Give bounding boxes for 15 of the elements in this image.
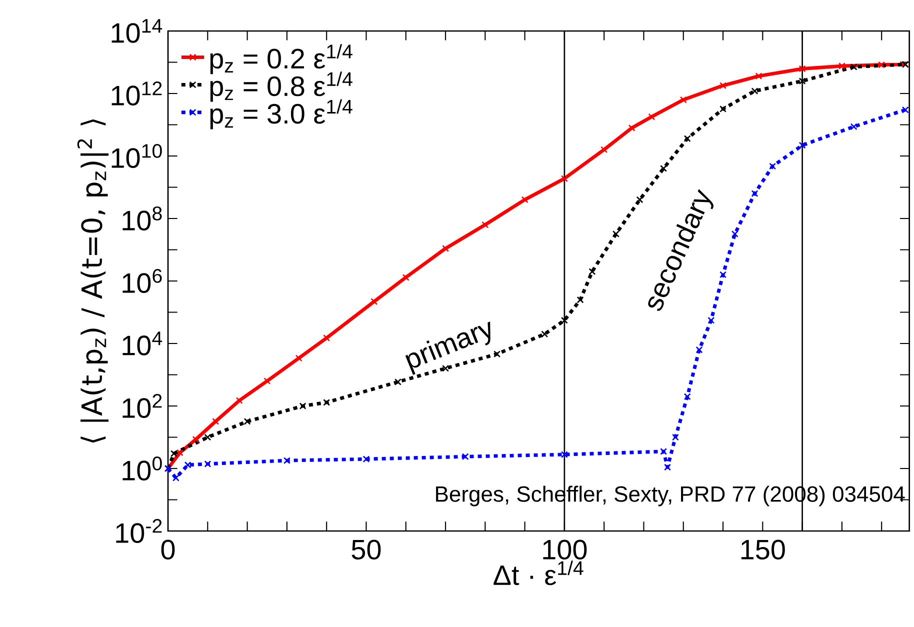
y-tick-label: 10$^{4}$ <box>122 332 162 356</box>
y-tick-label: 10$^{0}$ <box>122 456 162 480</box>
y-tick-label: 10$^{6}$ <box>122 269 162 293</box>
y-tick-label: 10$^{14}$ <box>112 19 162 43</box>
x-tick-label: 100 <box>543 540 587 560</box>
x-axis-title: Δt · ε$^{1/4}$ <box>494 560 584 586</box>
x-tick-label: 0 <box>161 540 175 560</box>
x-tick-label: 50 <box>352 540 381 560</box>
y-tick-label: 10$^{12}$ <box>112 82 162 106</box>
x-tick-label: 150 <box>741 540 785 560</box>
y-tick-label: 10$^{-2}$ <box>116 519 162 543</box>
y-axis-title: ⟨ |A(t,p$_{z}$) / A(t=0, p$_{z}$)|$^{2}$ ⟩ <box>77 119 109 443</box>
y-tick-label: 10$^{8}$ <box>122 206 162 230</box>
y-tick-label: 10$^{10}$ <box>112 144 162 168</box>
y-tick-label: 10$^{2}$ <box>122 394 162 418</box>
